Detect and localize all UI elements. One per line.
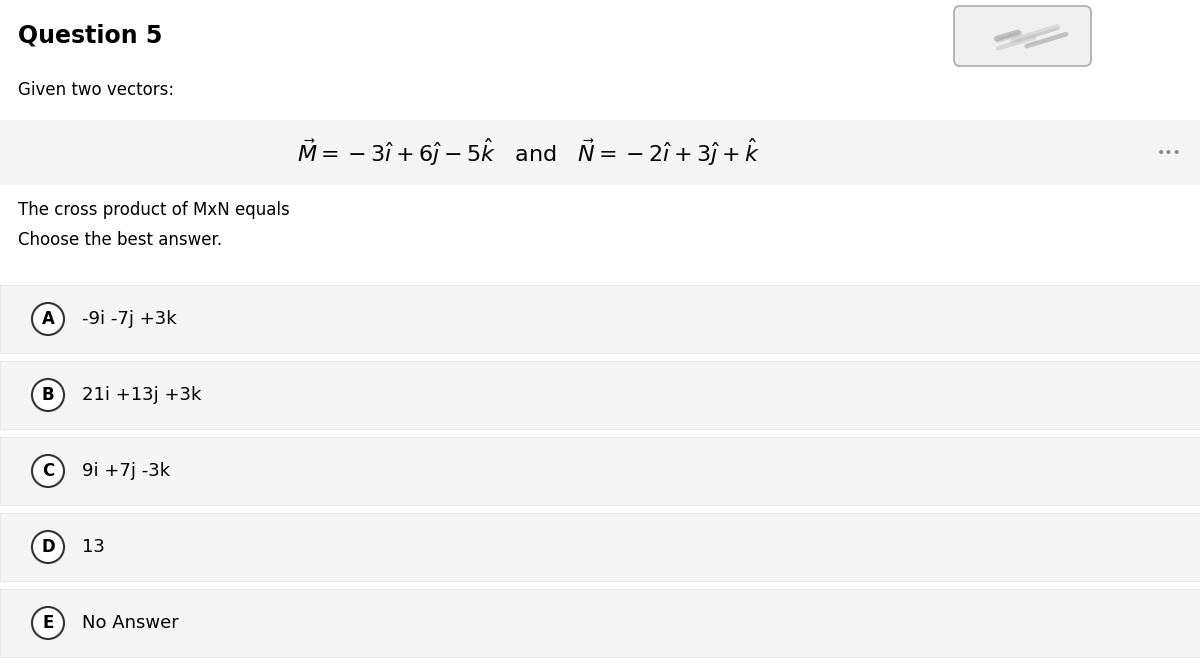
Circle shape <box>32 455 64 487</box>
Text: -9i -7j +3k: -9i -7j +3k <box>82 310 176 328</box>
Text: 21i +13j +3k: 21i +13j +3k <box>82 386 202 404</box>
Text: The cross product of MxN equals: The cross product of MxN equals <box>18 201 289 219</box>
FancyBboxPatch shape <box>0 120 1200 185</box>
Text: 13: 13 <box>82 538 104 556</box>
FancyBboxPatch shape <box>0 589 1200 657</box>
Text: No Answer: No Answer <box>82 614 179 632</box>
Text: $\vec{M} = -3\hat{\imath} + 6\hat{\jmath} - 5\hat{k}$   and   $\vec{N} = -2\hat{: $\vec{M} = -3\hat{\imath} + 6\hat{\jmath… <box>296 137 760 168</box>
FancyBboxPatch shape <box>954 6 1091 66</box>
Text: Choose the best answer.: Choose the best answer. <box>18 231 222 249</box>
Text: C: C <box>42 462 54 480</box>
Circle shape <box>32 303 64 335</box>
FancyBboxPatch shape <box>0 285 1200 353</box>
Text: E: E <box>42 614 54 632</box>
Text: Question 5: Question 5 <box>18 23 162 47</box>
Text: Given two vectors:: Given two vectors: <box>18 81 174 99</box>
Circle shape <box>32 379 64 411</box>
Text: •••: ••• <box>1157 146 1182 160</box>
Text: 9i +7j -3k: 9i +7j -3k <box>82 462 170 480</box>
Text: D: D <box>41 538 55 556</box>
Text: B: B <box>42 386 54 404</box>
Circle shape <box>32 607 64 639</box>
FancyBboxPatch shape <box>0 513 1200 581</box>
FancyBboxPatch shape <box>0 437 1200 505</box>
Text: A: A <box>42 310 54 328</box>
FancyBboxPatch shape <box>0 361 1200 429</box>
Circle shape <box>32 531 64 563</box>
